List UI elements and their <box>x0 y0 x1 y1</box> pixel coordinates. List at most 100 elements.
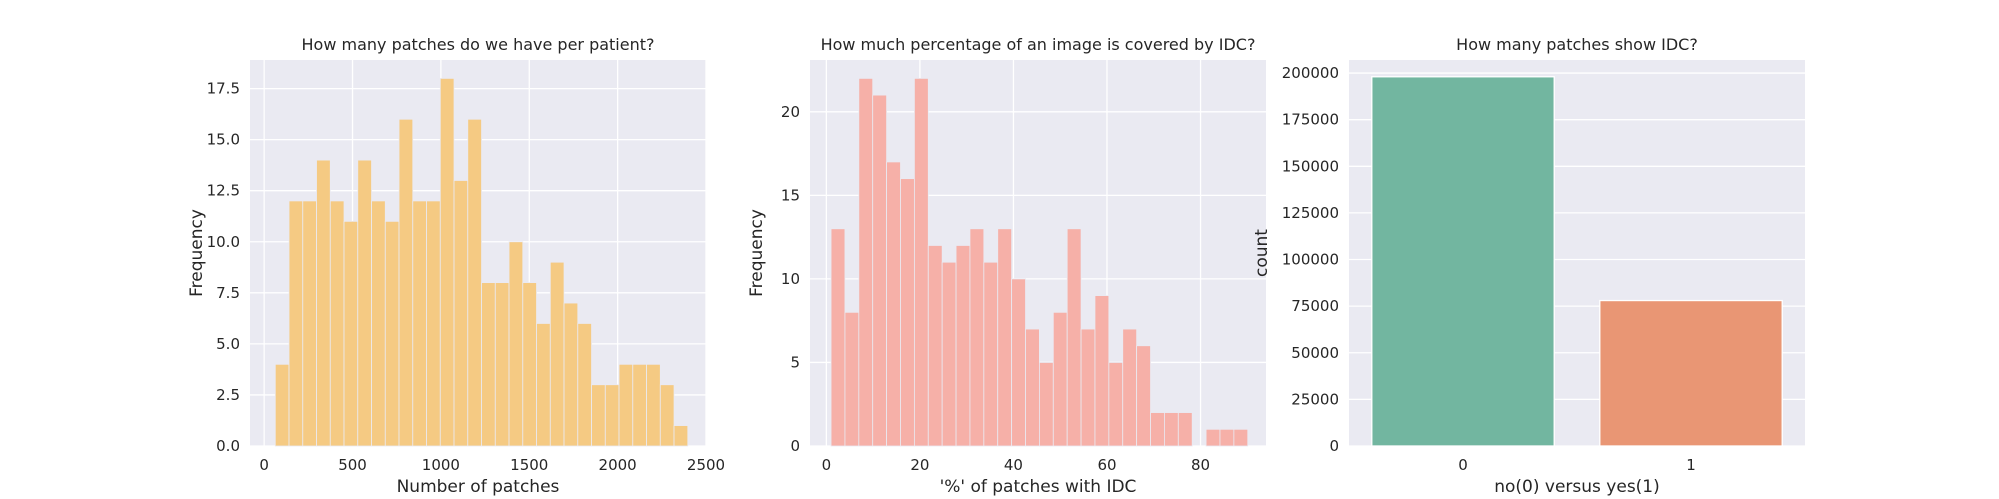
x-tick-label: 20 <box>910 456 929 474</box>
y-tick-label: 12.5 <box>207 182 240 200</box>
histogram-bar <box>591 384 606 447</box>
x-tick-label: 80 <box>1191 456 1210 474</box>
histogram-bar <box>604 384 620 447</box>
x-tick-labels: 0 20 40 60 80 <box>822 456 1210 474</box>
x-tick-label: 0 <box>822 456 832 474</box>
y-tick-label: 25000 <box>1291 390 1339 408</box>
histogram-bar <box>316 159 331 447</box>
histogram-bar <box>1233 428 1249 447</box>
x-tick-label: 2500 <box>687 456 725 474</box>
y-tick-label: 5 <box>790 353 800 371</box>
histogram-bar <box>1136 345 1151 447</box>
histogram-bar <box>371 200 386 447</box>
histogram-bar <box>1080 328 1096 447</box>
histogram-bar <box>481 282 496 447</box>
histogram-bar <box>494 282 510 447</box>
histogram-bar <box>329 200 345 447</box>
histogram-bar <box>886 161 901 447</box>
histogram-bar <box>384 220 400 447</box>
histogram-bar <box>563 302 579 447</box>
y-tick-label: 100000 <box>1282 251 1339 269</box>
histogram-bar <box>646 363 661 447</box>
x-axis-label: '%' of patches with IDC <box>940 477 1137 497</box>
x-tick-label: 1 <box>1686 456 1696 474</box>
histogram-bar <box>997 228 1013 447</box>
y-tick-label: 2.5 <box>216 386 240 404</box>
y-tick-label: 175000 <box>1282 111 1339 129</box>
histogram-bar <box>426 200 441 447</box>
histogram-bar <box>302 200 317 447</box>
histogram-bar <box>1164 412 1179 447</box>
histogram-bar <box>343 220 359 447</box>
y-tick-label: 10.0 <box>207 233 240 251</box>
chart-title: How much percentage of an image is cover… <box>821 35 1256 54</box>
histogram-bar <box>983 261 999 447</box>
x-tick-label: 1500 <box>510 456 548 474</box>
histogram-bar <box>522 282 537 447</box>
y-tick-label: 0 <box>1329 437 1339 455</box>
y-tick-labels: 0 5 10 15 20 <box>781 103 800 455</box>
histogram-bar <box>412 200 427 447</box>
y-tick-label: 15.0 <box>207 131 240 149</box>
histogram-bar <box>673 425 689 447</box>
histogram-bar <box>1094 295 1110 447</box>
y-axis-label: Frequency <box>187 209 207 297</box>
histogram-bar <box>1011 278 1026 447</box>
y-tick-label: 0.0 <box>216 437 240 455</box>
y-tick-label: 15 <box>781 186 800 204</box>
chart-title: How many patches show IDC? <box>1456 35 1698 54</box>
histogram-bar <box>659 384 675 447</box>
histogram-bar <box>577 323 592 447</box>
histogram-bar <box>872 94 888 447</box>
histogram-bar <box>1052 311 1068 447</box>
y-axis-label: Frequency <box>747 209 767 297</box>
histogram-bar <box>357 159 372 447</box>
y-tick-label: 0 <box>790 437 800 455</box>
histogram-bar <box>1066 228 1082 447</box>
histogram-bar <box>913 77 929 447</box>
y-tick-label: 50000 <box>1291 344 1339 362</box>
histogram-bar <box>1150 412 1165 447</box>
x-tick-label: 0 <box>259 456 269 474</box>
histogram-bars <box>274 77 689 447</box>
histogram-bar <box>536 323 551 447</box>
x-tick-label: 2000 <box>599 456 637 474</box>
y-tick-label: 20 <box>781 103 800 121</box>
y-tick-label: 75000 <box>1291 297 1339 315</box>
y-tick-labels: 0.0 2.5 5.0 7.5 10.0 12.5 15.0 17.5 <box>207 80 240 455</box>
histogram-bar <box>288 200 304 447</box>
y-tick-label: 17.5 <box>207 80 240 98</box>
x-axis-label: Number of patches <box>397 477 560 497</box>
histogram-bar <box>274 363 290 447</box>
count-bars <box>1371 76 1783 447</box>
histogram-bar <box>1025 328 1040 447</box>
y-tick-labels: 0 25000 50000 75000 100000 125000 150000 175000… <box>1282 64 1339 455</box>
histogram-bar <box>618 363 634 447</box>
histogram-bar <box>632 363 647 447</box>
y-tick-label: 125000 <box>1282 204 1339 222</box>
histogram-bar <box>439 77 455 447</box>
histogram-bar <box>969 228 985 447</box>
histogram-bar <box>900 178 915 447</box>
x-tick-label: 1000 <box>422 456 460 474</box>
histogram-bar <box>955 245 971 447</box>
y-tick-label: 7.5 <box>216 284 240 302</box>
x-tick-label: 60 <box>1097 456 1116 474</box>
bar <box>1371 76 1555 447</box>
y-axis-label: count <box>1252 229 1272 277</box>
y-tick-label: 5.0 <box>216 335 240 353</box>
histogram-bar <box>549 261 565 447</box>
histogram-bar <box>1205 428 1221 447</box>
x-tick-label: 0 <box>1458 456 1468 474</box>
histogram-bar <box>830 228 846 447</box>
chart-title: How many patches do we have per patient? <box>302 35 655 54</box>
x-tick-labels: 0 500 1000 1500 2000 2500 <box>259 456 725 474</box>
x-tick-label: 40 <box>1004 456 1023 474</box>
x-axis-label: no(0) versus yes(1) <box>1494 477 1660 497</box>
histogram-bar <box>1108 362 1124 447</box>
patches-per-patient-histogram: 0.0 2.5 5.0 7.5 10.0 12.5 15.0 17.5 0 500 1000 150… <box>187 35 725 497</box>
histogram-bar <box>1122 328 1138 447</box>
histogram-bar <box>844 311 860 447</box>
